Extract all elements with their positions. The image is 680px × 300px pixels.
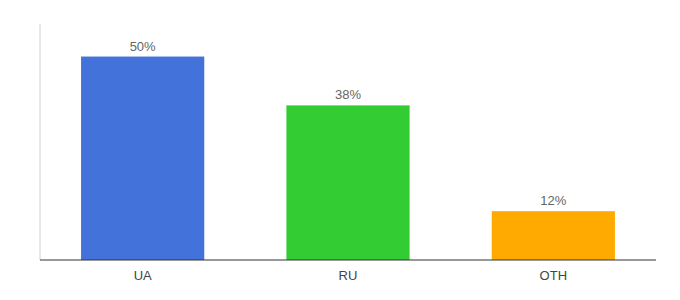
bars: [81, 57, 615, 260]
x-tick-label: RU: [339, 268, 358, 283]
data-labels: 50% 38% 12%: [130, 39, 567, 209]
data-label: 12%: [540, 193, 566, 208]
data-label: 50%: [130, 39, 156, 54]
y-axis-line: [40, 24, 41, 260]
chart-container: UA RU OTH 50% 38% 12%: [0, 0, 680, 300]
x-axis-line: [40, 260, 656, 261]
bar: [81, 57, 204, 260]
x-tick-labels: UA RU OTH: [134, 268, 567, 283]
data-label: 38%: [335, 87, 361, 102]
bar: [286, 105, 409, 260]
x-tick-label: OTH: [540, 268, 567, 283]
bar: [492, 211, 615, 260]
chart-svg: UA RU OTH 50% 38% 12%: [0, 0, 680, 300]
page: {"chart_data": {"type": "bar", "categori…: [0, 0, 680, 300]
x-tick-label: UA: [134, 268, 152, 283]
